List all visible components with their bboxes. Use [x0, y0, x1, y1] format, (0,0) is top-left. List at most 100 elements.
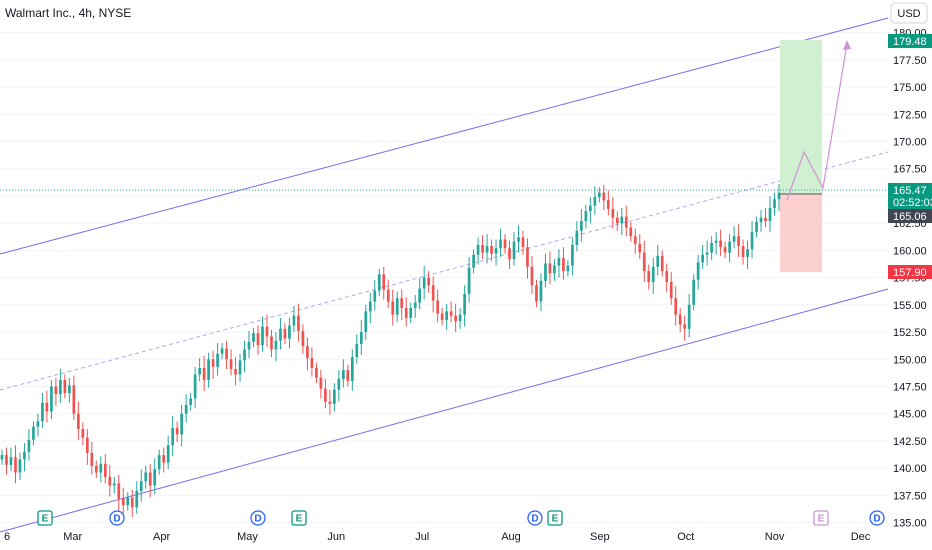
earnings-marker[interactable]: E [37, 510, 53, 526]
candle-body [261, 326, 264, 346]
candle-body [211, 359, 215, 367]
time-tick-label: Nov [765, 531, 785, 543]
dividend-marker[interactable]: D [250, 510, 266, 526]
time-tick-label: Aug [501, 531, 521, 543]
candle-body [63, 379, 67, 394]
candle-body [768, 207, 772, 221]
candle-body [615, 217, 619, 224]
target-zone[interactable] [780, 40, 822, 194]
candle-body [279, 328, 282, 341]
price-tick-label: 147.50 [893, 381, 927, 393]
candle-body [166, 445, 170, 463]
candle-body [611, 209, 615, 218]
candle-body [50, 386, 53, 412]
candle-body [59, 379, 62, 395]
candle-body [660, 255, 664, 272]
future_earnings-marker[interactable]: E [813, 510, 829, 526]
projection-arrowhead [843, 40, 851, 50]
candle-body [382, 274, 386, 290]
long-position-tool[interactable] [780, 40, 822, 272]
candle-body [508, 248, 511, 260]
candle-body [103, 463, 107, 477]
candle-body [108, 476, 112, 486]
candle-body [728, 241, 731, 253]
dividend-marker[interactable]: D [869, 510, 885, 526]
candle-body [732, 236, 736, 242]
currency-label: USD [897, 8, 920, 20]
target-price-tag: 179.48 [888, 34, 932, 48]
stop-zone[interactable] [780, 194, 822, 272]
candle-body [117, 483, 121, 499]
candle-body [189, 398, 192, 405]
candle-body [72, 385, 76, 414]
currency-button[interactable]: USD [890, 2, 928, 24]
candle-body [193, 374, 197, 399]
candle-body [121, 498, 125, 506]
candle-body [23, 451, 26, 460]
candle-body [750, 231, 754, 250]
candle-body [81, 428, 85, 438]
time-tick-label: 6 [4, 531, 10, 543]
candle-body [701, 254, 704, 263]
candle-body [94, 465, 98, 473]
candle-body [557, 258, 561, 266]
event-label: D [531, 514, 538, 525]
candle-body [328, 401, 332, 404]
candle-body [126, 497, 130, 506]
svg-text:157.90: 157.90 [893, 267, 927, 279]
candle-body [301, 330, 305, 347]
candle-body [566, 265, 570, 272]
earnings-marker[interactable]: E [291, 510, 307, 526]
candle-body [377, 274, 381, 291]
candle-body [341, 370, 345, 379]
earnings-marker[interactable]: E [547, 510, 563, 526]
candle-body [427, 277, 431, 286]
time-axis[interactable]: 6 Mar Apr May Jun Jul Aug Sep Oct Nov Dec [4, 531, 871, 543]
candle-body [741, 246, 745, 257]
candle-body [593, 197, 597, 206]
candle-body [283, 328, 287, 339]
candle-body [368, 301, 372, 312]
candle-body [512, 241, 516, 260]
price-tick-label: 170.00 [893, 137, 927, 149]
time-tick-label: Jul [415, 531, 429, 543]
candle-body [413, 302, 417, 309]
candle-body [665, 271, 669, 282]
regression-channel[interactable] [0, 17, 889, 533]
channel-upper-line[interactable] [0, 17, 889, 255]
candle-body [180, 413, 184, 435]
channel-middle-line[interactable] [0, 151, 889, 391]
candle-body [32, 426, 35, 440]
candle-body [481, 244, 484, 253]
candle-body [539, 280, 543, 302]
price-tick-label: 172.50 [893, 109, 927, 121]
candle-body [651, 266, 655, 282]
candle-body [9, 457, 13, 465]
candle-body [207, 359, 210, 380]
dividend-marker[interactable]: D [527, 510, 543, 526]
candle-body [606, 200, 610, 210]
candle-body [148, 472, 152, 486]
previous-close-tag: 165.06 [888, 209, 932, 223]
time-tick-label: May [237, 531, 258, 543]
candle-body [198, 367, 201, 375]
candle-body [386, 289, 390, 302]
candles [0, 183, 781, 518]
candle-body [346, 370, 350, 382]
candle-body [139, 481, 143, 491]
candle-body [764, 217, 767, 221]
candle-body [692, 279, 696, 305]
candle-body [41, 402, 44, 422]
candle-body [350, 357, 354, 382]
candle-body [494, 248, 498, 254]
candle-body [265, 326, 269, 337]
candle-body [642, 252, 646, 272]
candle-body [99, 463, 103, 473]
candle-body [503, 239, 507, 249]
dividend-marker[interactable]: D [109, 510, 125, 526]
candle-body [77, 413, 80, 429]
channel-lower-line[interactable] [0, 288, 889, 533]
projection-path[interactable] [786, 43, 848, 201]
